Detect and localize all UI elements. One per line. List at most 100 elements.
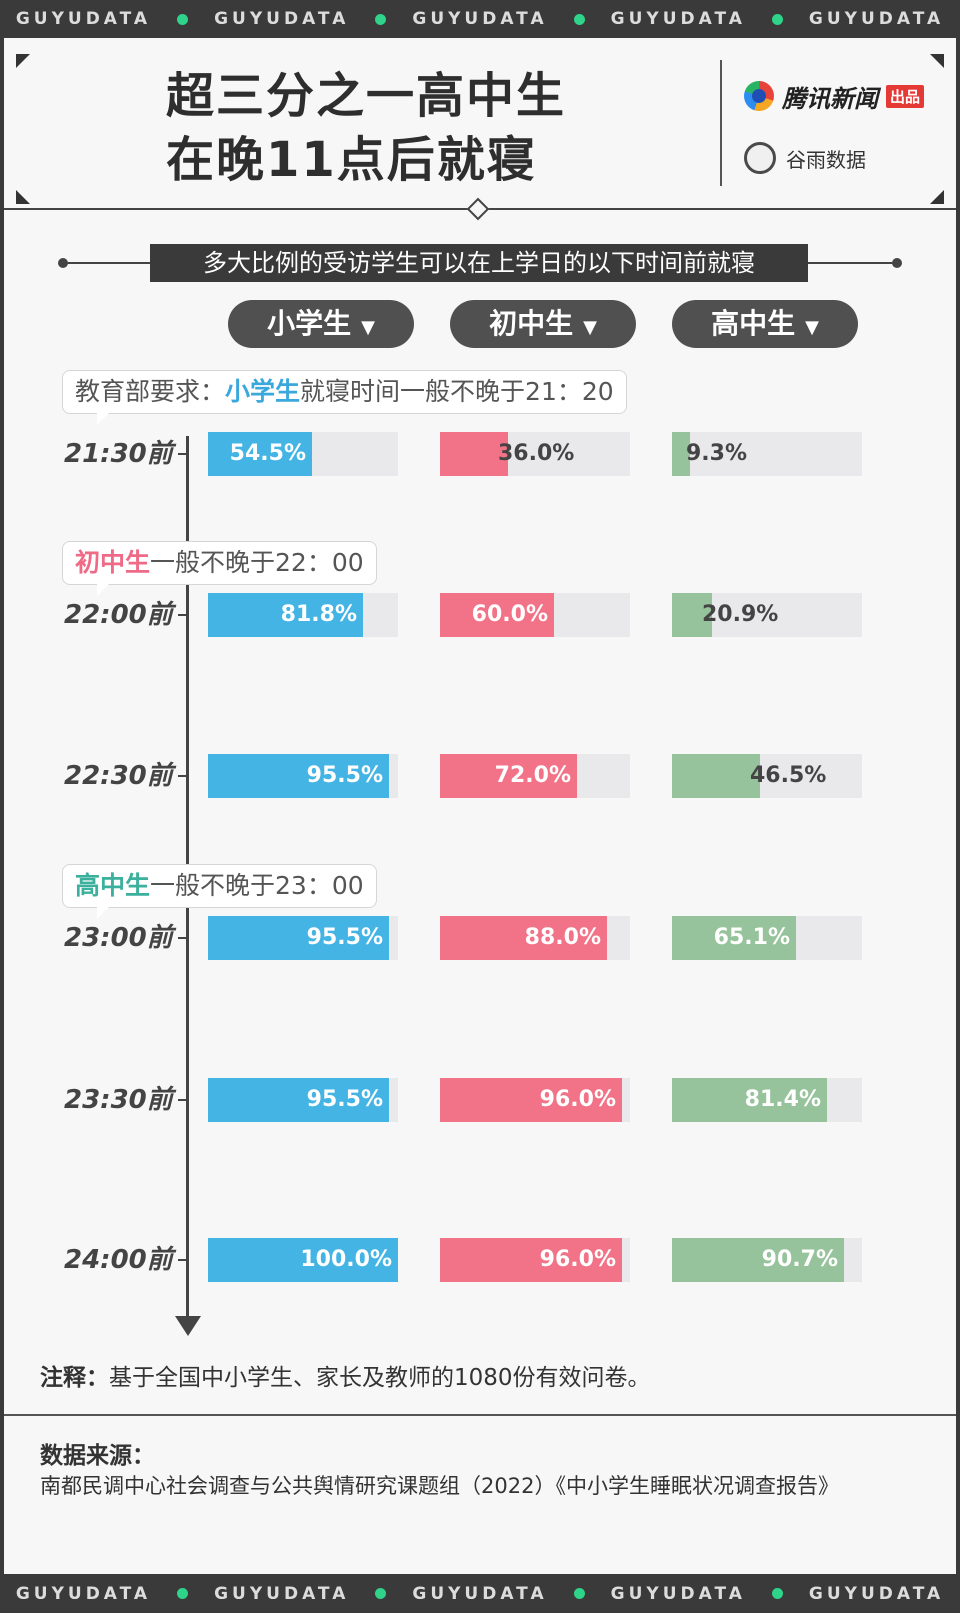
data-label: 36.0%	[498, 441, 575, 466]
title-line-2: 在晚11点后就寝	[166, 132, 537, 188]
note-label: 注释：	[40, 1365, 109, 1391]
triangle-down-icon: ▼	[361, 317, 375, 338]
data-label: 46.5%	[750, 763, 827, 788]
bar-track: 88.0%	[440, 916, 630, 960]
callout-highlight: 高中生	[75, 871, 151, 900]
brand2-name: 谷雨数据	[786, 147, 866, 172]
bar-track: 96.0%	[440, 1238, 630, 1282]
subtitle-dot	[58, 258, 68, 268]
guyu-bird-icon	[744, 142, 776, 174]
callout-primary-rule: 教育部要求：小学生就寝时间一般不晚于21：20	[62, 370, 627, 425]
bar	[672, 754, 760, 798]
page-title: 超三分之一高中生 在晚11点后就寝	[166, 64, 626, 192]
footer-divider	[4, 1414, 956, 1416]
title-line-1: 超三分之一高中生	[166, 68, 567, 124]
band-text: GUYUDATA	[412, 9, 548, 29]
data-label: 54.5%	[229, 441, 306, 466]
row-label: 23:30前	[64, 1085, 173, 1115]
brand-divider	[720, 60, 722, 186]
band-text: GUYUDATA	[15, 9, 152, 29]
corner-mark	[16, 190, 30, 204]
bar	[440, 432, 508, 476]
band-dot	[573, 1588, 585, 1599]
source-label: 数据来源：	[40, 1443, 155, 1469]
row-label: 23:00前	[64, 923, 173, 953]
bar-track: 60.0%	[440, 593, 630, 637]
row-label: 24:00前	[64, 1245, 173, 1275]
brand-band-top: GUYUDATA GUYUDATA GUYUDATA GUYUDATA GUYU…	[0, 0, 960, 38]
bar	[440, 593, 554, 637]
callout-highlight: 小学生	[225, 377, 301, 406]
band-text: GUYUDATA	[15, 1583, 152, 1604]
bar-track: 90.7%	[672, 1238, 862, 1282]
band-text: GUYUDATA	[412, 1583, 548, 1604]
series-pill-label: 初中生	[489, 307, 574, 340]
bar	[672, 1238, 844, 1282]
bar-track: 95.5%	[208, 1078, 398, 1122]
data-label: 90.7%	[761, 1247, 838, 1272]
band-dot	[771, 13, 783, 25]
band-dot	[573, 13, 585, 25]
bar-track: 20.9%	[672, 593, 862, 637]
series-pill-label: 小学生	[267, 307, 352, 340]
series-pill-label: 高中生	[711, 307, 796, 340]
bar	[440, 1238, 622, 1282]
band-dot	[177, 13, 189, 25]
bar-track: 95.5%	[208, 916, 398, 960]
note-text: 基于全国中小学生、家长及教师的1080份有效问卷。	[109, 1365, 651, 1391]
axis-tick	[178, 1099, 186, 1101]
data-label: 96.0%	[539, 1247, 616, 1272]
bar-track: 9.3%	[672, 432, 862, 476]
bar-track: 72.0%	[440, 754, 630, 798]
bar-track: 36.0%	[440, 432, 630, 476]
corner-mark	[930, 54, 944, 68]
tencent-news-logo: 腾讯新闻 出品	[744, 78, 925, 114]
band-text: GUYUDATA	[808, 9, 945, 29]
bar	[672, 593, 712, 637]
bar	[208, 1078, 389, 1122]
bar	[208, 432, 312, 476]
data-label: 95.5%	[306, 1087, 383, 1112]
series-pill-primary[interactable]: 小学生 ▼	[228, 300, 414, 348]
subtitle-dot	[892, 258, 902, 268]
band-text: GUYUDATA	[610, 1583, 746, 1604]
bar	[208, 593, 363, 637]
band-dot	[177, 1588, 189, 1599]
axis-tick	[178, 937, 186, 939]
row-label: 21:30前	[64, 439, 173, 469]
axis-tick	[178, 614, 186, 616]
triangle-down-icon: ▼	[583, 317, 597, 338]
brand-band-bottom: GUYUDATA GUYUDATA GUYUDATA GUYUDATA GUYU…	[0, 1574, 960, 1613]
bar-track: 65.1%	[672, 916, 862, 960]
brand1-tag: 出品	[886, 84, 925, 108]
series-pill-high[interactable]: 高中生 ▼	[672, 300, 858, 348]
bar	[440, 754, 577, 798]
bar-track: 81.4%	[672, 1078, 862, 1122]
bar-track: 95.5%	[208, 754, 398, 798]
bar	[440, 1078, 622, 1122]
data-label: 20.9%	[702, 602, 779, 627]
callout-prefix: 教育部要求：	[75, 377, 226, 406]
guyu-data-logo: 谷雨数据	[744, 138, 866, 178]
data-label: 88.0%	[524, 925, 601, 950]
axis-tick	[178, 1259, 186, 1261]
data-label: 96.0%	[539, 1087, 616, 1112]
footnote: 注释：基于全国中小学生、家长及教师的1080份有效问卷。	[40, 1358, 651, 1392]
band-text: GUYUDATA	[214, 9, 350, 29]
bar-track: 54.5%	[208, 432, 398, 476]
corner-mark	[16, 54, 30, 68]
tencent-news-icon	[744, 81, 774, 111]
callout-middle-rule: 初中生一般不晚于22：00	[62, 541, 377, 596]
band-text: GUYUDATA	[214, 1583, 350, 1604]
bar	[440, 916, 607, 960]
bar	[208, 1238, 398, 1282]
data-label: 95.5%	[306, 925, 383, 950]
bar	[672, 916, 796, 960]
data-label: 9.3%	[686, 441, 748, 466]
data-label: 81.4%	[744, 1087, 821, 1112]
band-dot	[375, 13, 387, 25]
callout-suffix: 就寝时间一般不晚于21：20	[300, 377, 614, 406]
bar	[208, 916, 389, 960]
brand1-name: 腾讯新闻	[782, 84, 878, 113]
series-pill-middle[interactable]: 初中生 ▼	[450, 300, 636, 348]
